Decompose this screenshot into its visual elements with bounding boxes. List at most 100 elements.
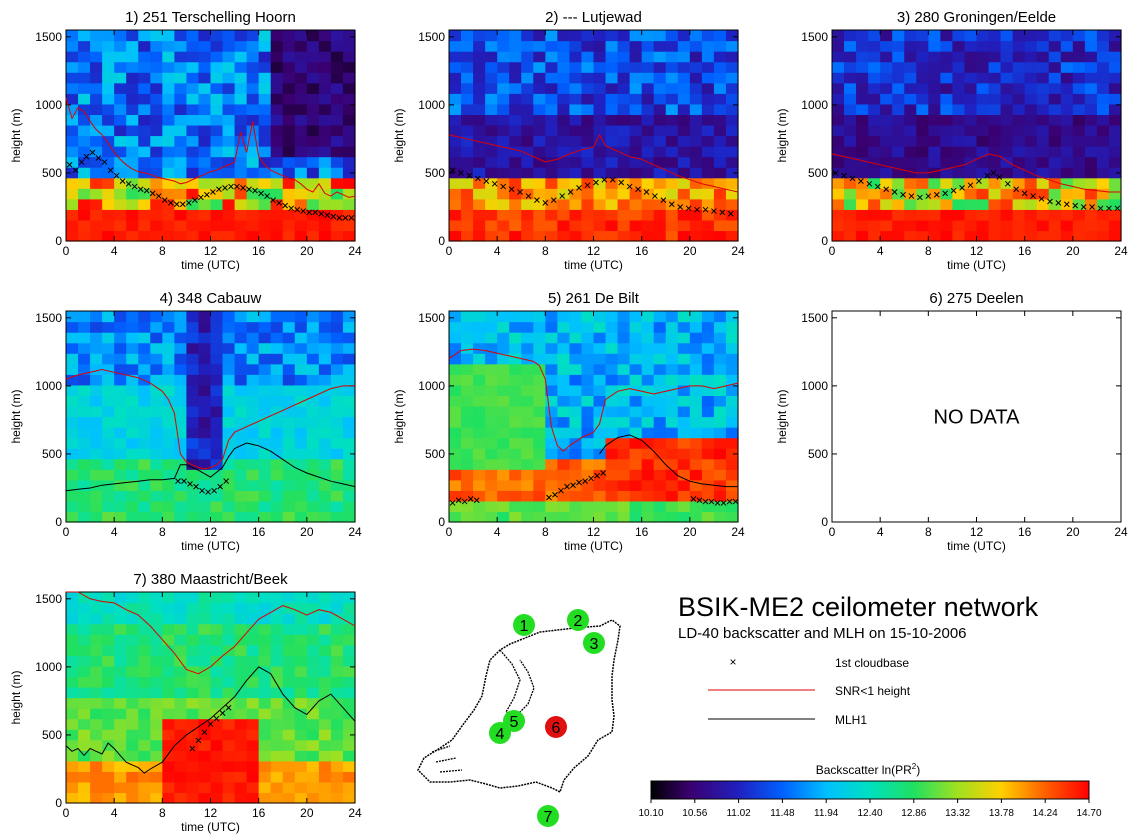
backscatter-cell — [533, 363, 546, 375]
backscatter-cell — [114, 781, 127, 794]
backscatter-cell — [102, 384, 115, 396]
backscatter-cell — [1024, 93, 1038, 105]
backscatter-cell — [940, 93, 954, 105]
backscatter-cell — [306, 40, 320, 52]
backscatter-cell — [1036, 177, 1050, 189]
backscatter-cell — [880, 188, 893, 200]
backscatter-cell — [114, 613, 127, 625]
backscatter-cell — [246, 93, 260, 105]
x-tick-label: 4 — [111, 806, 118, 820]
backscatter-cell — [713, 135, 727, 147]
backscatter-cell — [485, 167, 498, 179]
backscatter-cell — [617, 363, 631, 375]
backscatter-cell — [976, 124, 990, 137]
backscatter-cell — [1000, 188, 1014, 200]
x-tick-label: 16 — [635, 525, 649, 539]
backscatter-cell — [665, 384, 679, 396]
backscatter-cell — [497, 479, 510, 491]
backscatter-cell — [246, 729, 260, 741]
backscatter-cell — [138, 61, 151, 73]
backscatter-cell — [497, 395, 510, 407]
backscatter-cell — [210, 676, 224, 688]
backscatter-cell — [1072, 40, 1086, 52]
y-tick-label: 1500 — [418, 311, 445, 325]
backscatter-cell — [78, 613, 91, 625]
backscatter-cell — [1024, 156, 1038, 168]
backscatter-cell — [186, 697, 200, 709]
backscatter-cell — [270, 177, 284, 189]
backscatter-cell — [234, 729, 248, 741]
backscatter-cell — [1060, 135, 1074, 147]
backscatter-cell — [449, 177, 462, 189]
backscatter-cell — [940, 61, 954, 73]
backscatter-cell — [294, 771, 308, 783]
backscatter-cell — [126, 760, 139, 772]
backscatter-cell — [629, 177, 643, 189]
backscatter-cell — [198, 135, 212, 147]
backscatter-cell — [832, 156, 845, 168]
backscatter-cell — [138, 395, 151, 407]
x-axis-label: time (UTC) — [947, 539, 1006, 553]
backscatter-cell — [102, 427, 115, 439]
backscatter-cell — [90, 655, 103, 667]
backscatter-cell — [294, 353, 308, 365]
backscatter-cell — [988, 51, 1002, 63]
backscatter-cell — [162, 416, 175, 428]
backscatter-cell — [186, 167, 200, 179]
backscatter-cell — [330, 729, 344, 741]
backscatter-cell — [114, 342, 127, 354]
backscatter-cell — [641, 321, 655, 333]
backscatter-cell — [856, 198, 869, 210]
backscatter-cell — [641, 363, 655, 375]
backscatter-cell — [713, 30, 727, 42]
backscatter-cell — [306, 729, 320, 741]
backscatter-cell — [114, 760, 127, 772]
backscatter-cell — [509, 30, 522, 42]
backscatter-cell — [174, 437, 188, 449]
backscatter-cell — [66, 448, 79, 460]
backscatter-cell — [1096, 114, 1110, 126]
backscatter-cell — [126, 146, 139, 158]
backscatter-cell — [330, 177, 344, 189]
backscatter-cell — [569, 342, 583, 354]
backscatter-cell — [210, 771, 224, 783]
backscatter-cell — [832, 30, 845, 42]
backscatter-cell — [701, 374, 715, 386]
backscatter-cell — [306, 613, 320, 625]
backscatter-cell — [294, 40, 308, 52]
backscatter-cell — [78, 342, 91, 354]
backscatter-cell — [1024, 146, 1038, 158]
backscatter-cell — [198, 177, 212, 189]
backscatter-cell — [473, 198, 486, 210]
backscatter-cell — [258, 40, 272, 52]
backscatter-cell — [102, 697, 115, 709]
backscatter-cell — [509, 51, 522, 63]
backscatter-cell — [246, 124, 260, 137]
backscatter-cell — [1084, 167, 1098, 179]
backscatter-cell — [258, 156, 272, 168]
backscatter-cell — [330, 124, 344, 137]
backscatter-cell — [545, 427, 558, 439]
backscatter-cell — [916, 30, 929, 42]
backscatter-cell — [330, 332, 344, 344]
backscatter-cell — [330, 416, 344, 428]
backscatter-cell — [162, 686, 175, 699]
backscatter-cell — [725, 230, 739, 242]
backscatter-cell — [114, 374, 127, 386]
backscatter-cell — [138, 458, 151, 470]
backscatter-cell — [234, 230, 248, 242]
cloudbase-point — [576, 185, 582, 191]
backscatter-cell — [461, 363, 474, 375]
backscatter-cell — [186, 61, 200, 73]
backscatter-cell — [725, 135, 739, 147]
backscatter-cell — [126, 490, 139, 502]
backscatter-cell — [294, 114, 308, 126]
backscatter-cell — [605, 188, 619, 200]
backscatter-cell — [138, 103, 151, 115]
backscatter-cell — [880, 72, 893, 84]
backscatter-cell — [641, 427, 655, 439]
backscatter-cell — [533, 146, 546, 158]
backscatter-cell — [521, 416, 534, 428]
cloudbase-point — [219, 710, 226, 717]
cloudbase-point — [708, 498, 715, 505]
